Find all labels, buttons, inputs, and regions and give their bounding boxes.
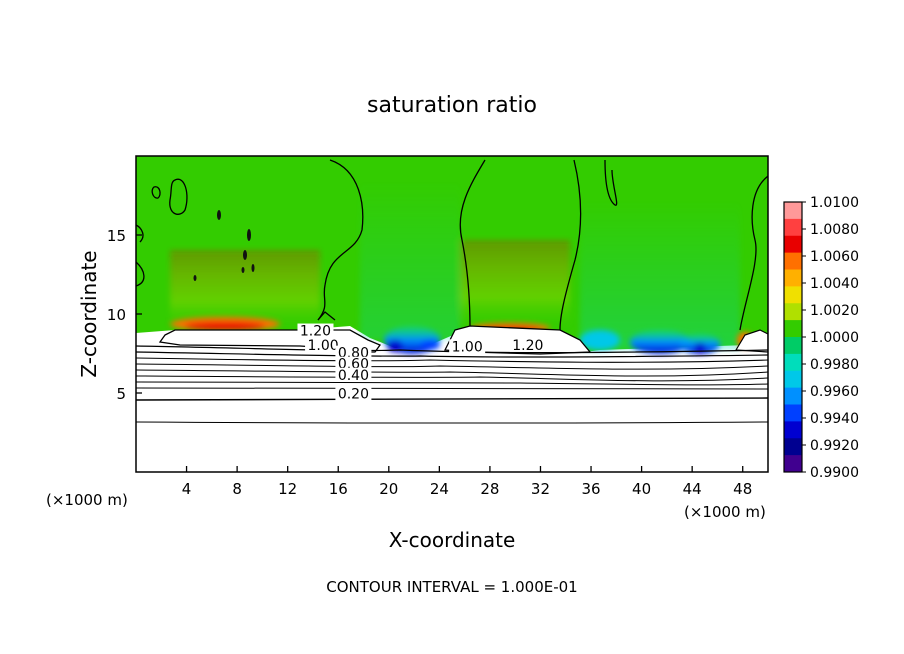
x-tick-label: 44 [683, 480, 702, 498]
colorbar-label: 1.0020 [810, 303, 859, 319]
y-unit-label: (×1000 m) [684, 503, 766, 521]
colorbar-swatch [784, 421, 802, 439]
colorbar-label: 0.9960 [810, 384, 859, 400]
contour-label-bg [335, 386, 372, 401]
x-tick-label: 24 [430, 480, 449, 498]
contour-label: 1.00 [307, 338, 338, 354]
y-tick-label: 5 [116, 385, 126, 403]
x-axis-title: X-coordinate [389, 528, 516, 552]
y-axis-title: Z-coordinate [77, 250, 101, 377]
contour-label: 1.00 [452, 339, 483, 355]
contour-label-bg [335, 345, 372, 360]
x-tick-label: 48 [733, 480, 752, 498]
contour-label: 1.20 [300, 324, 331, 340]
colorbar-label: 0.9940 [810, 411, 859, 427]
x-tick-label: 28 [480, 480, 499, 498]
colorbar-swatch [784, 455, 802, 473]
x-tick-label: 4 [182, 480, 192, 498]
colorbar-swatch [784, 252, 802, 270]
x-tick-label: 8 [232, 480, 242, 498]
colorbar-swatch [784, 370, 802, 389]
field-specks [193, 210, 255, 281]
chart-title: saturation ratio [367, 93, 537, 118]
colorbar-swatch [784, 218, 802, 237]
x-tick-label: 16 [329, 480, 348, 498]
colorbar-label: 1.0100 [810, 195, 859, 211]
colorbar-label: 1.0040 [810, 276, 859, 292]
colorbar-label: 1.0060 [810, 249, 859, 265]
x-axis: 4 8 12 16 20 24 28 32 36 40 44 48 [182, 466, 752, 498]
contour-label-bg [449, 339, 486, 354]
upper-contours [136, 159, 768, 331]
x-tick-label: 12 [278, 480, 297, 498]
contour-labels: 1.201.00 0.800.600.400.201.00 1.20 [297, 323, 546, 403]
colorbar-swatch [784, 387, 802, 405]
contour-label: 0.20 [338, 387, 369, 403]
y-tick-label: 15 [107, 227, 126, 245]
y-axis: 5 10 15 [107, 227, 142, 403]
colorbar-swatch [784, 353, 802, 372]
colorbar-label: 1.0000 [810, 330, 859, 346]
contour-label-bg [509, 337, 546, 352]
x-tick-label: 32 [531, 480, 550, 498]
contour-interval-note: CONTOUR INTERVAL = 1.000E-01 [326, 578, 577, 596]
colorbar-swatch [784, 269, 802, 287]
x-tick-label: 20 [379, 480, 398, 498]
colorbar-swatch [784, 404, 802, 422]
stratified-contours [136, 345, 768, 424]
contour-label-bg [335, 356, 372, 371]
dry-pockets [384, 326, 720, 354]
colorbar: 1.0100 1.0080 1.0060 1.0040 1.0020 1.0000 0.99… [783, 195, 859, 481]
colorbar-swatch [784, 202, 802, 220]
colorbar-swatch [784, 235, 802, 254]
contour-label-bg [335, 367, 372, 382]
colorbar-label: 1.0080 [810, 222, 859, 238]
x-unit-label: (×1000 m) [46, 491, 128, 509]
colorbar-swatch [784, 337, 802, 355]
contour-label: 0.40 [338, 368, 369, 384]
contour-label-bg [305, 337, 342, 352]
contour-label: 1.20 [512, 338, 543, 354]
colorbar-swatch [784, 320, 802, 338]
colorbar-swatch [784, 438, 802, 456]
field-streaks [170, 180, 740, 350]
colorbar-label: 0.9920 [810, 438, 859, 454]
x-tick-label: 36 [581, 480, 600, 498]
colorbar-swatch [784, 303, 802, 321]
contour-label-bg [297, 323, 334, 338]
colorbar-label: 0.9980 [810, 357, 859, 373]
x-tick-label: 40 [632, 480, 651, 498]
plot-area [136, 156, 768, 472]
colorbar-swatch [784, 286, 802, 304]
y-tick-label: 10 [107, 306, 126, 324]
colorbar-label: 0.9900 [810, 465, 859, 481]
